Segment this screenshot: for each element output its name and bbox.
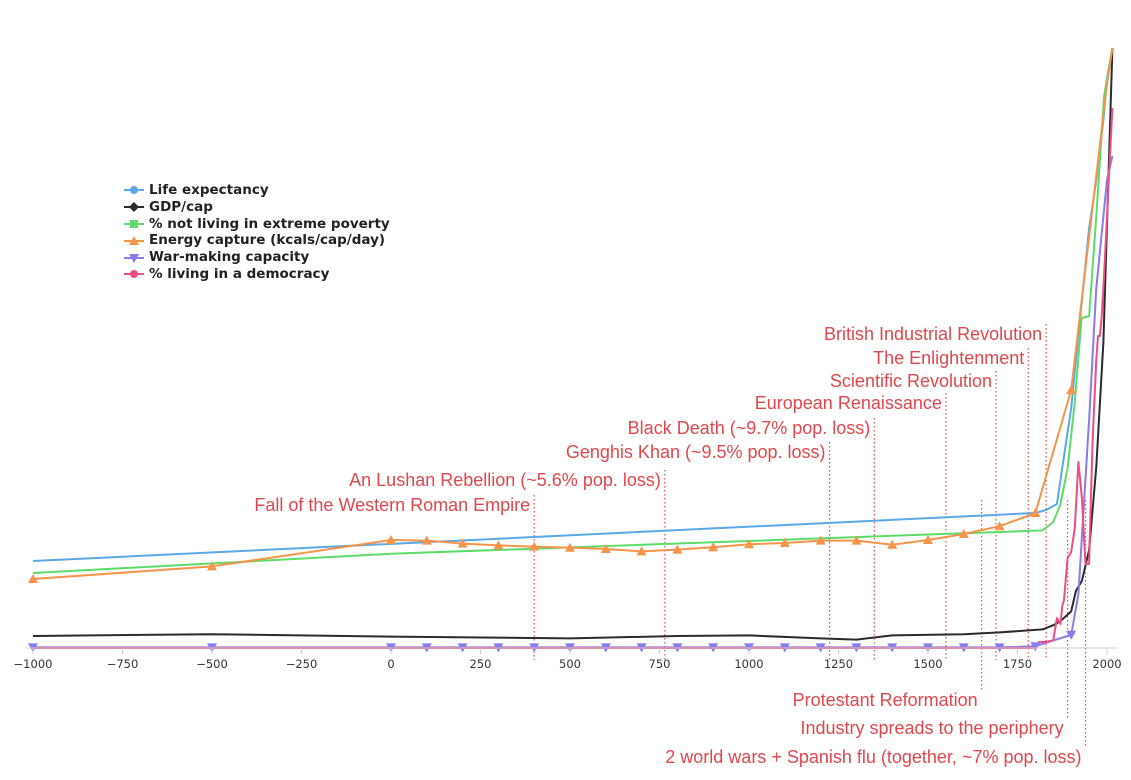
annotation-label: Protestant Reformation bbox=[793, 690, 978, 710]
data-point-energy-capture-kcals-cap-day bbox=[207, 561, 217, 571]
x-tick-label: −750 bbox=[107, 657, 139, 671]
data-point-energy-capture-kcals-cap-day bbox=[1030, 508, 1041, 517]
legend-swatch bbox=[124, 253, 144, 263]
data-point-energy-capture-kcals-cap-day bbox=[565, 542, 575, 552]
legend-swatch bbox=[124, 270, 144, 279]
data-point-energy-capture-kcals-cap-day bbox=[421, 535, 432, 545]
legend: Life expectancy GDP/cap% not living in ex… bbox=[124, 182, 390, 283]
x-tick-label: 1750 bbox=[1003, 657, 1032, 671]
x-tick-label: 1250 bbox=[824, 657, 853, 671]
data-point-energy-capture-kcals-cap-day bbox=[1066, 385, 1077, 394]
x-axis-ticks: −1000 −750 −500 −250 0 250 500 750 1000 1250 1500 1… bbox=[14, 648, 1122, 671]
annotation-label: British Industrial Revolution bbox=[824, 324, 1042, 344]
annotation-label: Black Death (~9.7% pop. loss) bbox=[628, 418, 871, 438]
x-tick-label: 750 bbox=[649, 657, 671, 671]
data-point-energy-capture-kcals-cap-day bbox=[636, 546, 647, 556]
legend-item: Life expectancy bbox=[124, 182, 390, 199]
x-tick-label: −500 bbox=[196, 657, 228, 671]
legend-swatch bbox=[124, 219, 144, 228]
data-point-energy-capture-kcals-cap-day bbox=[672, 544, 683, 554]
legend-label: % living in a democracy bbox=[149, 265, 330, 282]
series-line-living-in-a-democracy bbox=[33, 107, 1114, 649]
legend-item: War-making capacity bbox=[124, 249, 390, 266]
data-point-energy-capture-kcals-cap-day bbox=[708, 542, 719, 552]
data-point-energy-capture-kcals-cap-day bbox=[994, 521, 1005, 531]
series-line-energy-capture-kcals-cap-day bbox=[32, 47, 1114, 580]
annotation-label: 2 world wars + Spanish flu (together, ~7… bbox=[665, 747, 1081, 767]
annotation-label: Scientific Revolution bbox=[830, 371, 992, 391]
legend-swatch bbox=[124, 186, 144, 195]
legend-marker bbox=[130, 270, 138, 279]
data-point-energy-capture-kcals-cap-day bbox=[958, 529, 969, 538]
data-point-energy-capture-kcals-cap-day bbox=[744, 539, 754, 549]
legend-swatch bbox=[124, 202, 144, 213]
data-point-energy-capture-kcals-cap-day bbox=[493, 540, 504, 550]
legend-marker bbox=[129, 253, 139, 263]
x-tick-label: 1000 bbox=[734, 657, 763, 671]
legend-swatch bbox=[124, 235, 144, 245]
x-tick-label: 2000 bbox=[1092, 657, 1121, 671]
annotation-label: Industry spreads to the periphery bbox=[800, 718, 1063, 738]
x-tick-label: 0 bbox=[387, 657, 394, 671]
series-line-not-living-in-extreme-poverty bbox=[32, 47, 1114, 574]
series-lines bbox=[32, 47, 1114, 649]
data-point-energy-capture-kcals-cap-day bbox=[779, 538, 790, 547]
legend-label: Energy capture (kcals/cap/day) bbox=[149, 232, 386, 249]
legend-marker bbox=[129, 235, 139, 245]
x-tick-label: 1500 bbox=[913, 657, 942, 671]
series-line-gdp-cap bbox=[32, 47, 1114, 641]
annotation-label: An Lushan Rebellion (~5.6% pop. loss) bbox=[349, 470, 661, 490]
annotation-label: European Renaissance bbox=[755, 393, 942, 413]
data-point-war-making-capacity bbox=[1066, 630, 1077, 640]
legend-label: % not living in extreme poverty bbox=[149, 215, 390, 232]
x-tick-label: −250 bbox=[286, 657, 318, 671]
annotation-label: The Enlightenment bbox=[873, 348, 1024, 368]
legend-item: GDP/cap bbox=[124, 199, 390, 216]
legend-item: Energy capture (kcals/cap/day) bbox=[124, 232, 390, 249]
x-tick-label: 500 bbox=[559, 657, 581, 671]
data-point-energy-capture-kcals-cap-day bbox=[529, 541, 540, 551]
legend-marker bbox=[130, 186, 138, 195]
legend-label: War-making capacity bbox=[149, 249, 310, 266]
legend-item: % not living in extreme poverty bbox=[124, 216, 390, 233]
x-tick-label: 250 bbox=[470, 657, 492, 671]
data-point-energy-capture-kcals-cap-day bbox=[851, 535, 862, 545]
legend-marker bbox=[129, 202, 139, 213]
data-point-energy-capture-kcals-cap-day bbox=[457, 538, 468, 548]
annotation-lines bbox=[533, 324, 1087, 747]
data-point-energy-capture-kcals-cap-day bbox=[386, 535, 396, 544]
data-point-energy-capture-kcals-cap-day bbox=[923, 535, 933, 544]
x-tick-label: −1000 bbox=[14, 657, 53, 671]
legend-item: % living in a democracy bbox=[124, 266, 390, 283]
annotation-label: Fall of the Western Roman Empire bbox=[254, 495, 530, 515]
annotation-labels: Fall of the Western Roman Empire An Lusha… bbox=[254, 324, 1081, 767]
data-point-energy-capture-kcals-cap-day bbox=[815, 535, 826, 545]
legend-label: GDP/cap bbox=[149, 198, 213, 215]
data-point-energy-capture-kcals-cap-day bbox=[600, 544, 611, 553]
data-point-energy-capture-kcals-cap-day bbox=[887, 539, 898, 549]
legend-label: Life expectancy bbox=[149, 182, 269, 198]
legend-marker bbox=[130, 219, 138, 228]
data-point-war-making-capacity bbox=[1030, 642, 1041, 652]
data-point-energy-capture-kcals-cap-day bbox=[28, 574, 38, 583]
annotation-label: Genghis Khan (~9.5% pop. loss) bbox=[566, 442, 826, 462]
